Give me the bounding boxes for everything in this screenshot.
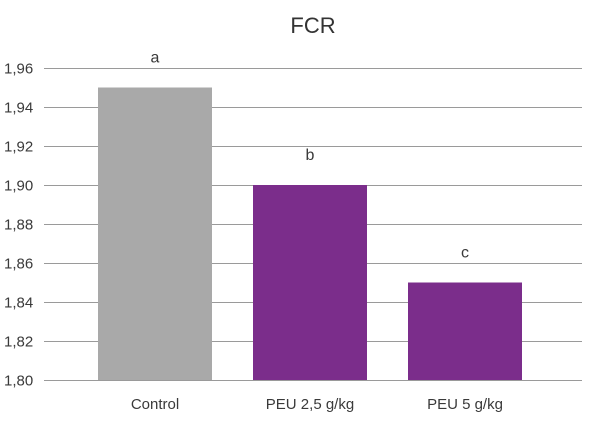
x-category-label: PEU 5 g/kg	[427, 396, 503, 413]
y-tick-label: 1,94	[4, 100, 33, 117]
y-tick-label: 1,86	[4, 256, 33, 273]
y-tick-label: 1,80	[4, 373, 33, 390]
x-category-label: PEU 2,5 g/kg	[266, 396, 354, 413]
y-tick-label: 1,88	[4, 217, 33, 234]
y-tick-label: 1,96	[4, 61, 33, 78]
chart-title: FCR	[290, 13, 335, 38]
bar-2	[253, 185, 367, 380]
y-tick-label: 1,84	[4, 295, 33, 312]
bar-1	[98, 87, 212, 380]
bars	[98, 87, 522, 380]
y-tick-label: 1,82	[4, 334, 33, 351]
significance-label: a	[151, 50, 160, 67]
significance-label: c	[461, 245, 469, 262]
y-tick-label: 1,90	[4, 178, 33, 195]
y-axis-ticks: 1,80 1,82 1,84 1,86 1,88 1,90 1,92 1,94 1,96	[4, 61, 33, 390]
y-tick-label: 1,92	[4, 139, 33, 156]
significance-label: b	[306, 147, 315, 164]
x-category-label: Control	[131, 396, 179, 413]
labels: a Control b PEU 2,5 g/kg c PEU 5 g/kg	[131, 50, 503, 414]
bar-3	[408, 282, 522, 380]
